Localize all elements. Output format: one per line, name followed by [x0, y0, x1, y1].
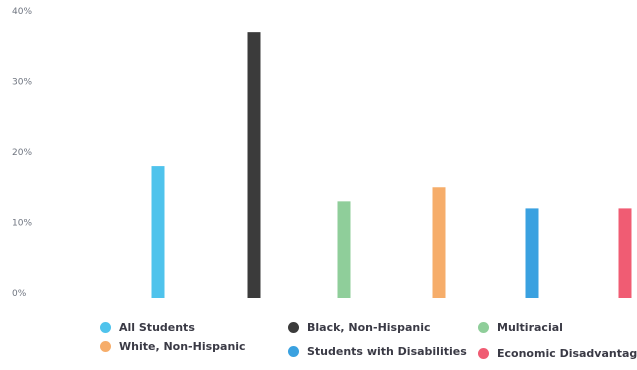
- legend-item-multiracial[interactable]: Multiracial: [478, 318, 563, 336]
- legend-item-white-non-hispanic[interactable]: White, Non-Hispanic: [100, 337, 246, 355]
- legend-swatch-all-students: [100, 321, 111, 333]
- y-tick-label: 20%: [12, 148, 32, 158]
- y-tick-label: 30%: [12, 78, 32, 88]
- legend-swatch-white-non-hispanic: [100, 340, 111, 352]
- legend-label-students-with-disabilities: Students with Disabilities: [307, 344, 467, 358]
- bar-white-non-hispanic[interactable]: [432, 187, 446, 298]
- legend-label-all-students: All Students: [119, 320, 195, 334]
- legend-swatch-economic-disadvantage: [478, 347, 489, 359]
- legend-label-multiracial: Multiracial: [497, 320, 563, 334]
- bar-students-with-disabilities[interactable]: [525, 208, 539, 298]
- legend-label-black-non-hispanic: Black, Non-Hispanic: [307, 320, 431, 334]
- legend-item-all-students[interactable]: All Students: [100, 318, 195, 336]
- bar-all-students[interactable]: [151, 166, 165, 298]
- bar-multiracial[interactable]: [337, 201, 351, 298]
- legend-swatch-black-non-hispanic: [288, 321, 299, 333]
- legend-label-white-non-hispanic: White, Non-Hispanic: [119, 339, 246, 353]
- bar-black-non-hispanic[interactable]: [247, 32, 261, 299]
- legend-item-economic-disadvantage[interactable]: Economic Disadvantage: [478, 344, 637, 362]
- y-tick-label: 0%: [12, 289, 27, 299]
- legend-swatch-students-with-disabilities: [288, 345, 299, 357]
- bar-economic-disadvantage[interactable]: [618, 208, 632, 298]
- y-axis: 0% 10% 20% 30% 40%: [12, 7, 32, 299]
- legend-swatch-multiracial: [478, 321, 489, 333]
- y-tick-label: 10%: [12, 219, 32, 229]
- legend-item-students-with-disabilities[interactable]: Students with Disabilities: [288, 342, 467, 360]
- legend-item-black-non-hispanic[interactable]: Black, Non-Hispanic: [288, 318, 431, 336]
- legend-label-economic-disadvantage: Economic Disadvantage: [497, 346, 637, 360]
- bars-group: [151, 32, 632, 299]
- y-tick-label: 40%: [12, 7, 32, 17]
- legend: All Students Black, Non-Hispanic Multira…: [100, 318, 637, 362]
